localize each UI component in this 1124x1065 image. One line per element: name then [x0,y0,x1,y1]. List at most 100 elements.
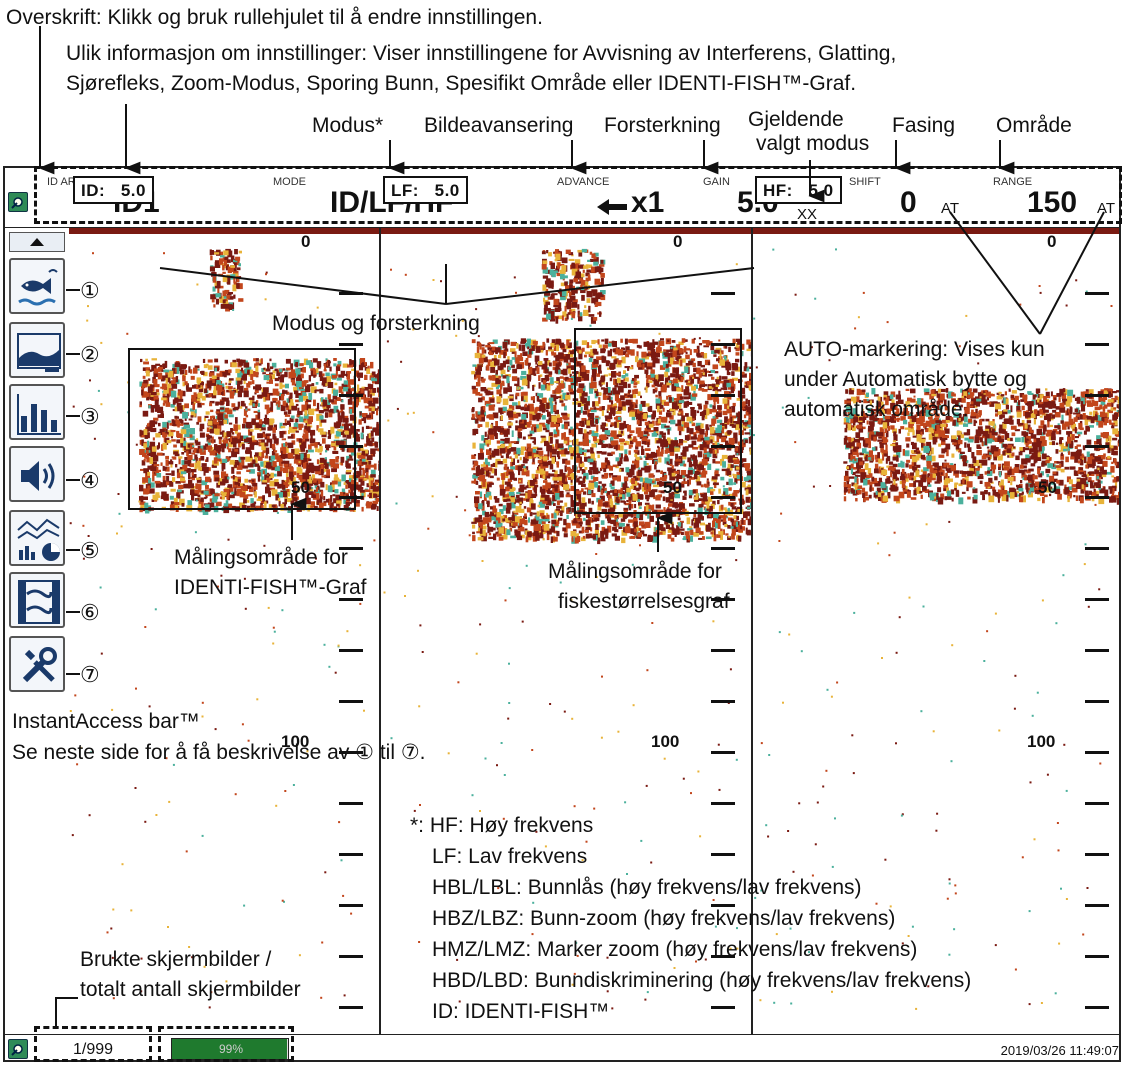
echo-pixel [155,433,161,438]
echo-pixel [605,514,610,519]
echo-pixel [485,461,490,466]
echo-pixel [316,478,323,485]
echo-pixel [479,443,485,450]
echo-pixel [590,349,595,356]
echo-pixel [622,406,627,411]
echo-pixel [154,467,159,472]
echo-pixel [266,381,271,384]
echo-pixel [357,460,364,467]
echo-pixel [277,376,284,380]
echo-pixel [675,371,679,379]
echo-pixel [165,371,168,379]
echo-pixel [329,459,336,466]
echo-pixel [478,357,484,364]
echo-pixel [329,366,332,372]
echo-pixel [484,431,487,437]
echo-pixel [714,390,719,396]
echo-pixel [165,370,170,375]
echo-pixel [281,438,286,441]
echo-pixel [480,406,483,412]
echo-pixel [643,442,647,445]
echo-pixel [323,468,328,472]
echo-pixel [213,428,218,434]
echo-pixel [689,476,695,480]
echo-pixel [672,350,677,358]
echo-noise [328,665,331,668]
echo-pixel [239,491,245,498]
echo-pixel [690,409,697,416]
echo-pixel [662,496,666,502]
echo-pixel [570,479,573,483]
echo-pixel [357,384,360,392]
panel-divider[interactable] [379,228,381,1034]
echo-pixel [645,494,650,500]
echo-pixel [581,347,585,352]
echo-pixel [304,410,308,416]
echo-pixel [323,369,327,372]
echo-pixel [553,503,556,506]
echogram-panel-lf[interactable] [381,228,751,1034]
echo-pixel [364,489,371,492]
echo-pixel [735,358,740,363]
echo-noise [343,994,346,997]
echo-pixel [369,406,375,412]
echo-pixel [693,522,700,529]
echo-pixel [180,364,187,370]
echo-pixel [297,407,300,415]
echo-pixel [624,424,629,429]
echo-pixel [596,373,600,377]
echo-pixel [712,453,717,458]
menu-icon[interactable] [8,192,28,212]
shift-value[interactable]: 0 [900,186,917,219]
echo-noise [263,367,266,370]
echo-pixel [569,357,574,363]
echo-pixel [593,407,597,411]
echo-pixel [564,465,567,472]
echo-pixel [661,448,664,454]
echo-pixel [586,512,590,518]
echo-pixel [471,454,476,459]
echo-pixel [728,372,731,375]
echo-pixel [650,371,655,378]
echo-pixel [205,495,208,499]
echo-pixel [532,456,535,464]
echo-pixel [512,487,516,491]
echo-pixel [330,442,336,447]
echo-pixel [344,423,349,430]
echo-pixel [745,366,750,372]
echo-pixel [542,485,548,491]
echo-pixel [581,483,586,487]
echo-pixel [193,392,197,396]
echo-pixel [165,377,168,385]
echo-pixel [597,537,601,545]
echo-pixel [735,447,739,453]
echo-pixel [358,364,364,371]
echo-pixel [280,394,285,400]
echo-pixel [320,397,324,402]
echo-pixel [191,470,194,476]
echo-pixel [544,358,548,365]
echo-pixel [200,456,205,461]
echo-pixel [312,475,316,482]
echo-pixel [250,439,257,443]
echo-pixel [215,376,220,383]
echo-pixel [515,500,520,503]
echo-pixel [210,409,214,413]
echo-pixel [311,383,315,387]
echo-pixel [333,405,339,413]
echo-pixel [140,435,147,438]
echo-pixel [290,434,294,438]
advance-value[interactable]: x1 [631,186,665,219]
echo-pixel [367,426,373,429]
echo-pixel [592,436,597,442]
echo-pixel [307,476,312,482]
echo-pixel [269,441,273,449]
echo-pixel [629,437,633,441]
echo-pixel [186,428,191,433]
echo-pixel [708,386,714,389]
echo-pixel [494,359,500,366]
echo-pixel [737,535,742,542]
echo-pixel [346,480,351,485]
echo-pixel [264,404,270,410]
echo-pixel [348,454,353,459]
